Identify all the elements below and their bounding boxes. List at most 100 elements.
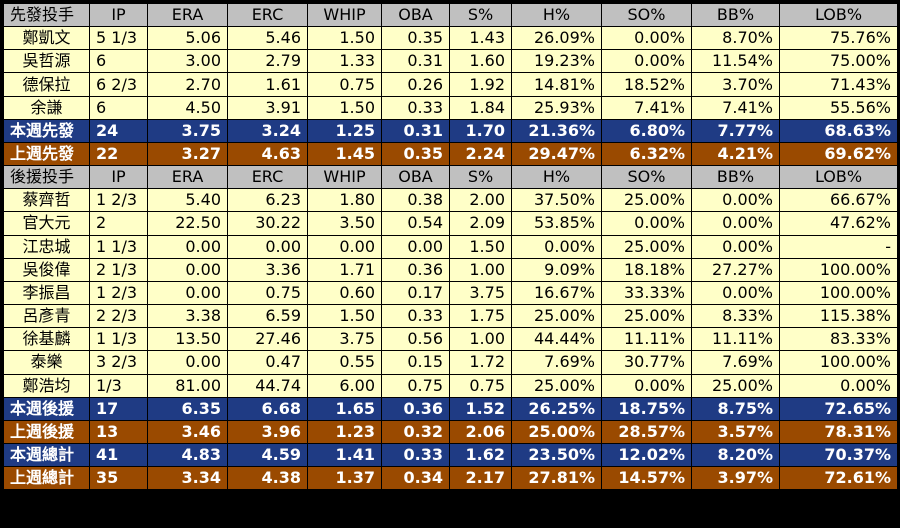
- name-cell: 吳俊偉: [3, 257, 90, 282]
- so-pct-cell: 30.77%: [601, 350, 692, 375]
- pitcher-row: 鄭浩均 1/3 81.00 44.74 6.00 0.75 0.75 25.00% 0.00% 2…: [3, 373, 898, 398]
- so-pct-cell: 25.00%: [601, 234, 692, 259]
- erc-cell: 44.74: [227, 373, 308, 398]
- pitcher-row: 德保拉 6 2/3 2.70 1.61 0.75 0.26 1.92 14.81% 18.52%…: [3, 72, 898, 97]
- whip-cell: 0.00: [307, 234, 382, 259]
- h-pct-cell: 25.00%: [511, 419, 602, 444]
- era-cell: ERA: [147, 165, 228, 190]
- era-cell: 22.50: [147, 211, 228, 236]
- s-pct-cell: 1.92: [449, 72, 512, 97]
- ip-cell: 22: [89, 141, 148, 167]
- so-pct-cell: 6.32%: [601, 141, 692, 167]
- era-cell: 3.34: [147, 466, 228, 491]
- pitching-stats-table: 先發投手 IP ERA ERC WHIP OBA S% H% SO% BB% LOB% 鄭凱文 5 1/…: [3, 2, 898, 491]
- erc-cell: 6.68: [227, 396, 308, 421]
- s-pct-cell: 1.50: [449, 234, 512, 259]
- pitcher-row: 官大元 2 22.50 30.22 3.50 0.54 2.09 53.85% 0.00% 0.0…: [3, 211, 898, 236]
- era-cell: 6.35: [147, 396, 228, 421]
- h-pct-cell: 25.00%: [511, 304, 602, 329]
- header-row: 先發投手 IP ERA ERC WHIP OBA S% H% SO% BB% LOB%: [3, 2, 898, 28]
- bb-pct-cell: 3.57%: [691, 419, 780, 444]
- lob-pct-cell: 55.56%: [779, 95, 898, 120]
- whip-cell: 0.55: [307, 350, 382, 375]
- pitcher-row: 吳俊偉 2 1/3 0.00 3.36 1.71 0.36 1.00 9.09% 18.18% 2…: [3, 257, 898, 282]
- name-cell: 泰樂: [3, 350, 90, 375]
- whip-cell: WHIP: [307, 165, 382, 190]
- name-cell: 李振昌: [3, 280, 90, 306]
- ip-cell: 6: [89, 95, 148, 120]
- s-pct-cell: 1.00: [449, 257, 512, 282]
- ip-cell: 1 2/3: [89, 280, 148, 306]
- whip-cell: 1.37: [307, 466, 382, 491]
- oba-cell: 0.33: [381, 304, 450, 329]
- era-cell: 81.00: [147, 373, 228, 398]
- ip-cell: 1/3: [89, 373, 148, 398]
- era-cell: 2.70: [147, 72, 228, 97]
- so-pct-cell: 7.41%: [601, 95, 692, 120]
- lob-pct-cell: 100.00%: [779, 350, 898, 375]
- lob-pct-cell: 69.62%: [779, 141, 898, 167]
- so-pct-cell: 0.00%: [601, 211, 692, 236]
- bb-pct-cell: 0.00%: [691, 280, 780, 306]
- whip-cell: 1.25: [307, 118, 382, 143]
- pitcher-row: 蔡齊哲 1 2/3 5.40 6.23 1.80 0.38 2.00 37.50% 25.00%…: [3, 188, 898, 213]
- oba-cell: 0.33: [381, 442, 450, 468]
- so-pct-cell: SO%: [601, 2, 692, 28]
- h-pct-cell: 14.81%: [511, 72, 602, 97]
- pitcher-row: 余謙 6 4.50 3.91 1.50 0.33 1.84 25.93% 7.41% 7.41% 5…: [3, 95, 898, 120]
- h-pct-cell: 53.85%: [511, 211, 602, 236]
- s-pct-cell: S%: [449, 2, 512, 28]
- h-pct-cell: 19.23%: [511, 49, 602, 74]
- so-pct-cell: 18.52%: [601, 72, 692, 97]
- era-cell: 5.40: [147, 188, 228, 213]
- s-pct-cell: S%: [449, 165, 512, 190]
- pitcher-row: 徐基麟 1 1/3 13.50 27.46 3.75 0.56 1.00 44.44% 11.1…: [3, 327, 898, 352]
- ip-cell: 13: [89, 419, 148, 444]
- name-cell: 徐基麟: [3, 327, 90, 352]
- lob-pct-cell: 100.00%: [779, 280, 898, 306]
- whip-cell: 0.75: [307, 72, 382, 97]
- s-pct-cell: 2.24: [449, 141, 512, 167]
- so-pct-cell: 0.00%: [601, 49, 692, 74]
- oba-cell: 0.36: [381, 396, 450, 421]
- lob-pct-cell: 47.62%: [779, 211, 898, 236]
- lob-pct-cell: LOB%: [779, 165, 898, 190]
- so-pct-cell: 14.57%: [601, 466, 692, 491]
- h-pct-cell: 9.09%: [511, 257, 602, 282]
- era-cell: 3.38: [147, 304, 228, 329]
- whip-cell: WHIP: [307, 2, 382, 28]
- total-row: 上週後援 13 3.46 3.96 1.23 0.32 2.06 25.00% 28.57% 3.…: [3, 419, 898, 444]
- ip-cell: 1 2/3: [89, 188, 148, 213]
- lob-pct-cell: 70.37%: [779, 442, 898, 468]
- ip-cell: 2: [89, 211, 148, 236]
- whip-cell: 0.60: [307, 280, 382, 306]
- pitcher-row: 泰樂 3 2/3 0.00 0.47 0.55 0.15 1.72 7.69% 30.77% 7.…: [3, 350, 898, 375]
- h-pct-cell: 25.93%: [511, 95, 602, 120]
- whip-cell: 1.23: [307, 419, 382, 444]
- oba-cell: 0.33: [381, 95, 450, 120]
- era-cell: 3.00: [147, 49, 228, 74]
- era-cell: 4.50: [147, 95, 228, 120]
- h-pct-cell: 25.00%: [511, 373, 602, 398]
- so-pct-cell: SO%: [601, 165, 692, 190]
- era-cell: 3.75: [147, 118, 228, 143]
- bb-pct-cell: 27.27%: [691, 257, 780, 282]
- lob-pct-cell: 71.43%: [779, 72, 898, 97]
- oba-cell: 0.15: [381, 350, 450, 375]
- name-cell: 上週總計: [3, 466, 90, 491]
- s-pct-cell: 3.75: [449, 280, 512, 306]
- whip-cell: 1.71: [307, 257, 382, 282]
- name-cell: 鄭浩均: [3, 373, 90, 398]
- ip-cell: 2 1/3: [89, 257, 148, 282]
- bb-pct-cell: BB%: [691, 165, 780, 190]
- oba-cell: 0.26: [381, 72, 450, 97]
- ip-cell: 6 2/3: [89, 72, 148, 97]
- pitcher-row: 江忠城 1 1/3 0.00 0.00 0.00 0.00 1.50 0.00% 25.00% 0…: [3, 234, 898, 259]
- h-pct-cell: 29.47%: [511, 141, 602, 167]
- whip-cell: 1.50: [307, 304, 382, 329]
- erc-cell: ERC: [227, 2, 308, 28]
- h-pct-cell: 37.50%: [511, 188, 602, 213]
- ip-cell: 17: [89, 396, 148, 421]
- h-pct-cell: 44.44%: [511, 327, 602, 352]
